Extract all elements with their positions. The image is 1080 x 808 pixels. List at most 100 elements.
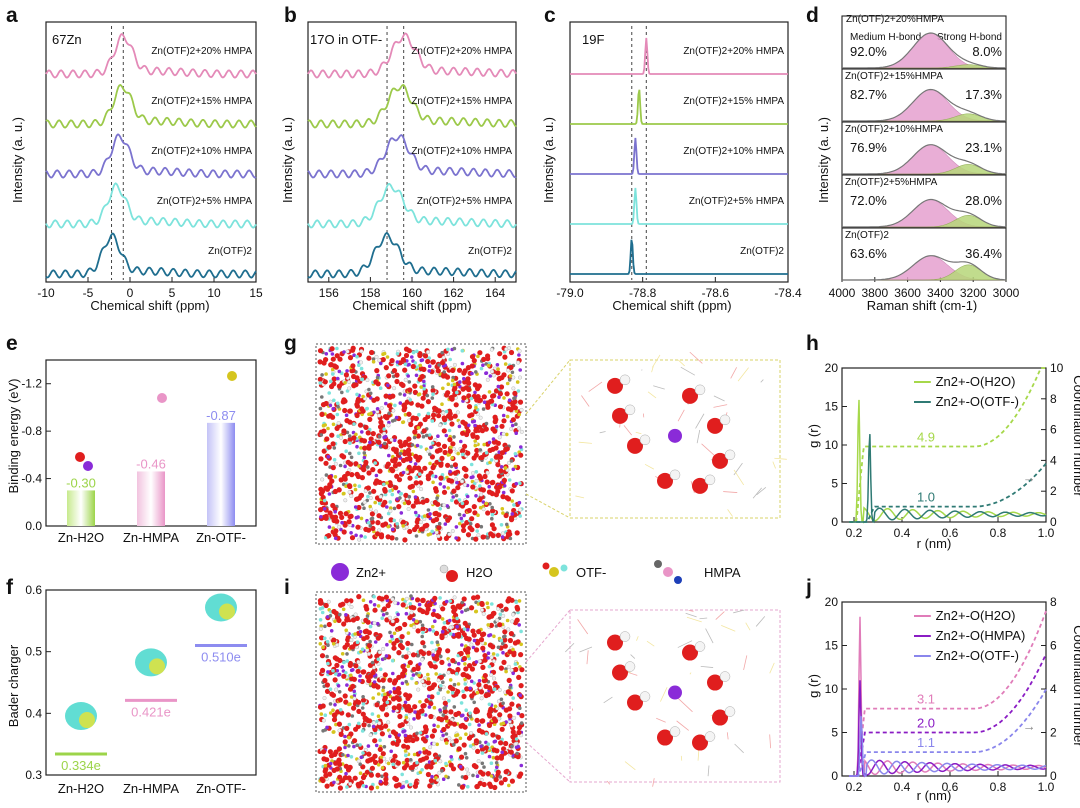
panel-g-atom-1439 <box>419 520 424 525</box>
panel-g-atom-165 <box>453 402 459 408</box>
panel-i-inset-bond-37 <box>705 628 714 644</box>
panel-i-atom-1324 <box>463 751 468 756</box>
panel-g-atom-784 <box>495 363 500 367</box>
panel-f-charge-density-core-2 <box>219 603 235 620</box>
panel-g-atom-1228 <box>366 355 372 361</box>
panel-g-atom-1350 <box>320 494 326 501</box>
panel-i-atom-1404 <box>451 721 458 727</box>
panel-i-atom-596 <box>376 763 381 767</box>
panel-i-atom-831 <box>481 631 487 637</box>
panel-j-y2tick-label-2: 4 <box>1050 682 1057 696</box>
panel-g-atom-1354 <box>324 473 329 477</box>
panel-i-atom-642 <box>374 702 380 708</box>
panel-i-inset-bond-4 <box>603 696 613 704</box>
panel-g-atom-1063 <box>362 451 367 455</box>
panel-g-atom-1194 <box>354 432 358 437</box>
panel-g-atom-1492 <box>398 496 402 500</box>
panel-g-atom-1209 <box>394 415 399 420</box>
panel-i-atom-14 <box>397 713 403 720</box>
panel-g-atom-14 <box>504 391 510 397</box>
panel-g-atom-1339 <box>374 368 380 374</box>
panel-i-atom-1266 <box>401 784 406 789</box>
panel-i-atom-782 <box>493 777 499 783</box>
panel-i-atom-1283 <box>506 677 512 684</box>
panel-i-atom-1262 <box>360 729 365 733</box>
panel-g-atom-266 <box>503 512 509 519</box>
panel-i-atom-1222 <box>329 761 333 766</box>
panel-i-atom-356 <box>477 723 481 727</box>
panel-i-atom-1291 <box>479 600 485 607</box>
panel-g-atom-1127 <box>337 510 344 516</box>
panel-i-atom-1384 <box>432 595 438 601</box>
panel-i-atom-85 <box>510 729 516 735</box>
panel-f-ytick-label-1: 0.4 <box>25 706 42 720</box>
panel-i-atom-1029 <box>336 673 341 677</box>
panel-g-atom-789 <box>390 527 395 532</box>
panel-g-atom-1144 <box>445 517 451 523</box>
panel-g-atom-1311 <box>436 413 442 419</box>
panel-i-inset-h-7 <box>619 631 631 642</box>
panel-c-xlabel: Chemical shift (ppm) <box>612 298 731 313</box>
panel-i-atom-1279 <box>442 706 447 710</box>
panel-i-inset-o-2 <box>682 644 698 661</box>
panel-i-atom-465 <box>374 653 380 659</box>
panel-i-inset-h-4 <box>724 706 736 717</box>
panel-g-atom-1392 <box>419 385 424 389</box>
panel-i-atom-793 <box>408 602 413 606</box>
panel-i-atom-783 <box>442 708 448 715</box>
panel-i-atom-361 <box>467 722 472 727</box>
panel-g-atom-1004 <box>359 475 365 481</box>
panel-j-legend-label-0: Zn2+-O(H2O) <box>936 608 1016 623</box>
panel-i-atom-1316 <box>478 689 485 695</box>
panel-i-atom-1047 <box>351 668 355 672</box>
panel-g-atom-1351 <box>322 498 327 503</box>
panel-g-atom-380 <box>468 521 473 526</box>
panel-g-atom-933 <box>438 423 443 428</box>
panel-i-atom-1256 <box>353 632 357 636</box>
panel-g-atom-1119 <box>440 360 446 366</box>
panel-i-atom-883 <box>412 704 418 710</box>
panel-a-frame <box>45 21 257 283</box>
panel-g-atom-1428 <box>481 407 486 411</box>
panel-i-atom-1488 <box>418 731 423 735</box>
panel-b-spectrum-2 <box>307 134 517 179</box>
panel-g-atom-129 <box>441 428 447 434</box>
panel-i-atom-1444 <box>334 760 340 766</box>
panel-i-atom-1267 <box>336 746 342 752</box>
panel-i-atom-37 <box>360 764 366 770</box>
panel-g-atom-1224 <box>329 346 335 352</box>
panel-i-atom-168 <box>509 778 515 784</box>
panel-g-atom-1330 <box>394 372 400 378</box>
panel-j-xtick-label-1: 0.4 <box>894 780 911 794</box>
panel-g-inset-bond-20 <box>578 441 592 444</box>
panel-i-inset-h-3 <box>719 671 731 682</box>
panel-g-atom-1318 <box>430 419 435 423</box>
panel-g-atom-273 <box>490 516 494 521</box>
panel-i-atom-266 <box>464 708 469 712</box>
panel-i-atom-1269 <box>326 670 330 674</box>
panel-i-atom-1490 <box>497 622 503 628</box>
panel-i-atom-1381 <box>332 751 338 758</box>
panel-i-atom-556 <box>411 666 417 672</box>
panel-j-cn-2 <box>849 688 1047 777</box>
panel-g-atom-1321 <box>326 533 332 539</box>
panel-i-atom-1017 <box>376 595 382 601</box>
panel-h-arrow-icon: → <box>1023 470 1036 485</box>
panel-g-atom-832 <box>421 434 426 439</box>
panel-g-atom-1027 <box>519 445 523 449</box>
panel-i-atom-879 <box>452 682 457 687</box>
panel-i-atom-109 <box>384 712 390 718</box>
panel-d-header-medium: Medium H-bond <box>850 32 921 43</box>
panel-g-atom-1367 <box>462 443 468 449</box>
panel-e-category-2: Zn-OTF- <box>196 530 246 545</box>
panel-g-atom-267 <box>395 497 400 501</box>
panel-g-atom-921 <box>501 431 506 436</box>
panel-g-atom-1198 <box>514 431 518 436</box>
panel-g-atom-870 <box>499 523 504 527</box>
panel-g-atom-220 <box>505 381 510 386</box>
panel-g-atom-1338 <box>400 519 406 525</box>
panel-g-inset-h-1 <box>639 434 651 446</box>
panel-i-atom-1333 <box>383 594 389 600</box>
panel-g-atom-175 <box>518 368 522 372</box>
panel-g-atom-254 <box>493 388 500 394</box>
